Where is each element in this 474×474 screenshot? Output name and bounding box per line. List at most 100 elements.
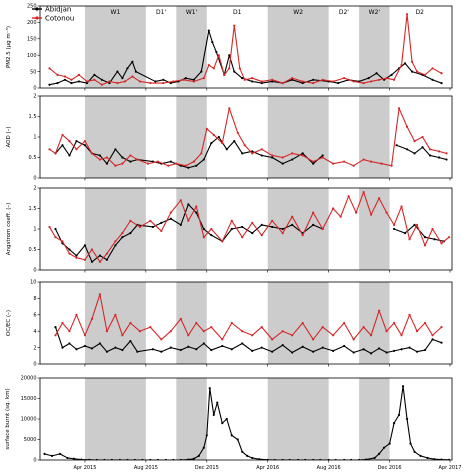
x-axis: Apr 2015 Aug 2015 Dec 2015 Apr 2016 Aug 2016…: [73, 465, 461, 471]
point-cotonou-ocec-30: [321, 326, 324, 329]
point-cotonou-pm25-28: [260, 80, 263, 83]
point-cotonou-aod-42: [405, 125, 409, 128]
point-abidjan-burnt-27: [221, 422, 224, 425]
point-abidjan-pm25-20: [200, 70, 203, 73]
point-cotonou-aod-6: [90, 152, 94, 155]
point-cotonou-aod-46: [437, 150, 441, 153]
point-cotonou-pm25-18: [202, 77, 205, 80]
point-cotonou-pm25-16: [182, 78, 185, 81]
point-cotonou-pm25-30: [281, 81, 284, 85]
point-abidjan-angstrom-2: [68, 248, 71, 251]
point-abidjan-pm25-2: [63, 78, 67, 81]
series-cotonou-angstrom: [48, 191, 451, 263]
point-abidjan-pm25-11: [126, 67, 129, 70]
shade-w2-pm25: [267, 6, 329, 88]
point-abidjan-pm25-28: [251, 80, 254, 83]
point-cotonou-pm25-21: [217, 54, 220, 57]
point-cotonou-ocec-32: [343, 321, 346, 325]
point-cotonou-ocec-25: [271, 338, 274, 341]
point-cotonou-aod-32: [312, 160, 315, 163]
point-abidjan-burnt-58: [413, 450, 416, 453]
point-cotonou-angstrom-14: [160, 229, 163, 233]
point-abidjan-angstrom-35: [433, 238, 436, 241]
point-cotonou-ocec-5: [90, 317, 94, 320]
point-cotonou-ocec-10: [129, 321, 132, 325]
point-cotonou-aod-30: [291, 152, 294, 155]
point-cotonou-angstrom-32: [332, 207, 335, 210]
line-abidjan-angstrom-1: [393, 224, 445, 242]
point-cotonou-pm25-43: [400, 63, 403, 67]
point-abidjan-aod-2: [68, 154, 71, 157]
point-cotonou-aod-34: [332, 162, 335, 165]
point-abidjan-ocec-30: [321, 346, 324, 349]
point-abidjan-aod-22: [233, 140, 236, 143]
point-cotonou-aod-47: [445, 152, 448, 155]
point-cotonou-aod-20: [205, 127, 208, 130]
xtick-label-4: Aug 2016: [317, 465, 341, 471]
line-abidjan-burnt-0: [44, 385, 450, 460]
series-cotonou-ocec: [54, 293, 443, 341]
ytick-label-aod-4: 2: [33, 94, 36, 100]
period-label-7: D2: [416, 9, 425, 16]
point-cotonou-angstrom-2: [61, 240, 64, 243]
shade-w1-burnt: [84, 378, 146, 460]
point-cotonou-pm25-5: [85, 80, 89, 83]
point-cotonou-ocec-14: [169, 330, 172, 333]
point-abidjan-pm25-19: [192, 78, 195, 81]
point-cotonou-ocec-33: [352, 338, 355, 341]
point-abidjan-ocec-27: [291, 351, 294, 354]
point-cotonou-aod-23: [228, 107, 231, 110]
point-abidjan-burnt-2: [58, 452, 62, 455]
point-abidjan-angstrom-25: [271, 225, 274, 229]
point-cotonou-aod-13: [146, 162, 149, 165]
point-cotonou-pm25-27: [251, 77, 254, 80]
point-abidjan-ocec-34: [362, 348, 365, 351]
plot-frame-pm25: [39, 5, 453, 89]
point-cotonou-ocec-19: [210, 326, 213, 329]
point-abidjan-aod-4: [83, 144, 87, 147]
shade-w1-prime-ocec: [176, 282, 207, 364]
point-abidjan-ocec-38: [392, 349, 396, 352]
point-abidjan-angstrom-18: [202, 227, 205, 231]
xtick-label-5: Dec 2016: [378, 465, 402, 471]
point-abidjan-ocec-0: [54, 326, 57, 329]
point-cotonou-angstrom-35: [355, 211, 358, 214]
point-abidjan-aod-29: [301, 152, 304, 155]
shade-w2-prime-ocec: [359, 282, 390, 364]
line-cotonou-pm25-0: [49, 13, 442, 86]
point-cotonou-ocec-18: [202, 330, 205, 333]
point-cotonou-angstrom-0: [48, 225, 51, 229]
point-abidjan-aod-35: [421, 146, 424, 149]
point-abidjan-ocec-32: [343, 344, 346, 348]
point-cotonou-angstrom-24: [251, 221, 254, 224]
point-abidjan-angstrom-27: [291, 223, 294, 226]
point-abidjan-ocec-41: [415, 350, 419, 353]
point-cotonou-ocec-16: [187, 334, 190, 337]
point-abidjan-pm25-6: [93, 73, 96, 76]
point-cotonou-aod-0: [48, 148, 51, 151]
point-abidjan-angstrom-10: [129, 232, 132, 235]
point-abidjan-burnt-29: [230, 434, 233, 437]
ylabel-burnt: surface burnt (sq. km): [5, 388, 11, 449]
point-abidjan-pm25-36: [337, 81, 340, 85]
xtick-label-3: Apr 2016: [256, 465, 279, 471]
xtick-label-0: Apr 2015: [73, 465, 96, 471]
point-abidjan-pm25-25: [228, 54, 231, 57]
shade-w1-prime-pm25: [176, 6, 207, 88]
ytick-label-pm25-3: 150: [27, 37, 37, 43]
point-abidjan-pm25-12: [131, 60, 134, 63]
point-abidjan-aod-7: [105, 162, 109, 165]
point-abidjan-pm25-21: [207, 29, 210, 32]
point-cotonou-aod-41: [397, 107, 401, 110]
point-cotonou-pm25-44: [405, 13, 409, 16]
point-cotonou-ocec-9: [121, 334, 124, 337]
point-cotonou-pm25-46: [415, 70, 419, 73]
point-cotonou-angstrom-44: [423, 244, 427, 247]
point-abidjan-aod-9: [121, 156, 124, 159]
point-cotonou-angstrom-12: [138, 225, 141, 229]
point-cotonou-pm25-4: [77, 73, 81, 76]
point-abidjan-pm25-42: [390, 73, 393, 76]
point-cotonou-ocec-40: [408, 313, 411, 316]
xtick-label-1: Aug 2015: [134, 465, 158, 471]
point-abidjan-aod-33: [405, 148, 409, 151]
